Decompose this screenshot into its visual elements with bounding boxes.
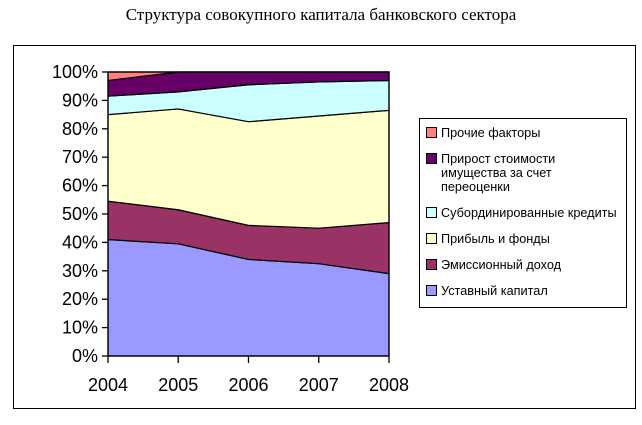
legend-item-прочие-факторы: Прочие факторы: [426, 126, 623, 140]
legend-swatch-icon: [426, 153, 437, 164]
x-axis-tick-label: 2006: [228, 375, 268, 395]
y-axis-tick-label: 90%: [62, 90, 98, 110]
legend-swatch-icon: [426, 259, 437, 270]
x-axis-tick-label: 2004: [88, 375, 128, 395]
y-axis-tick-label: 10%: [62, 318, 98, 338]
legend-item-label: Уставный капитал: [441, 284, 548, 298]
y-axis-tick-label: 80%: [62, 119, 98, 139]
legend-swatch-icon: [426, 207, 437, 218]
y-axis-tick-label: 60%: [62, 176, 98, 196]
y-axis-tick-label: 40%: [62, 232, 98, 252]
y-axis-tick-label: 70%: [62, 147, 98, 167]
legend-item-label: Прочие факторы: [441, 126, 541, 140]
chart-outer-box: 0% 10% 20% 30% 40% 50% 60% 70% 80% 90% 100% 2004 200…: [13, 45, 636, 409]
legend-swatch-icon: [426, 127, 437, 138]
legend-swatch-icon: [426, 233, 437, 244]
legend-item-эмиссионный-доход: Эмиссионный доход: [426, 258, 623, 272]
y-axis-tick-label: 100%: [52, 62, 98, 82]
x-axis-tick-label: 2005: [158, 375, 198, 395]
legend-item-label: Эмиссионный доход: [441, 258, 562, 272]
legend-item-прирост-стоимости-имущества-за-счет-переоценки: Прирост стоимости имущества за счет пере…: [426, 152, 623, 194]
x-axis-tick-label: 2008: [369, 375, 409, 395]
legend-item-label: Прирост стоимости имущества за счет пере…: [441, 152, 556, 194]
y-axis-tick-label: 50%: [62, 204, 98, 224]
legend-item-label: Субординированные кредиты: [441, 206, 617, 220]
legend-box: Прочие факторы Прирост стоимости имуществ…: [419, 118, 627, 308]
x-axis-tick-label: 2007: [299, 375, 339, 395]
y-axis-tick-label: 30%: [62, 261, 98, 281]
legend-item-label: Прибыль и фонды: [441, 232, 550, 246]
y-axis-tick-label: 0%: [72, 346, 98, 366]
legend-item-субординированные-кредиты: Субординированные кредиты: [426, 206, 623, 220]
legend-item-прибыль-и-фонды: Прибыль и фонды: [426, 232, 623, 246]
y-axis-tick-label: 20%: [62, 289, 98, 309]
chart-title: Структура совокупного капитала банковско…: [125, 5, 517, 24]
legend-item-уставный-капитал: Уставный капитал: [426, 284, 623, 298]
legend-swatch-icon: [426, 285, 437, 296]
stacked-area-plot: 0% 10% 20% 30% 40% 50% 60% 70% 80% 90% 100% 2004 200…: [52, 62, 409, 395]
